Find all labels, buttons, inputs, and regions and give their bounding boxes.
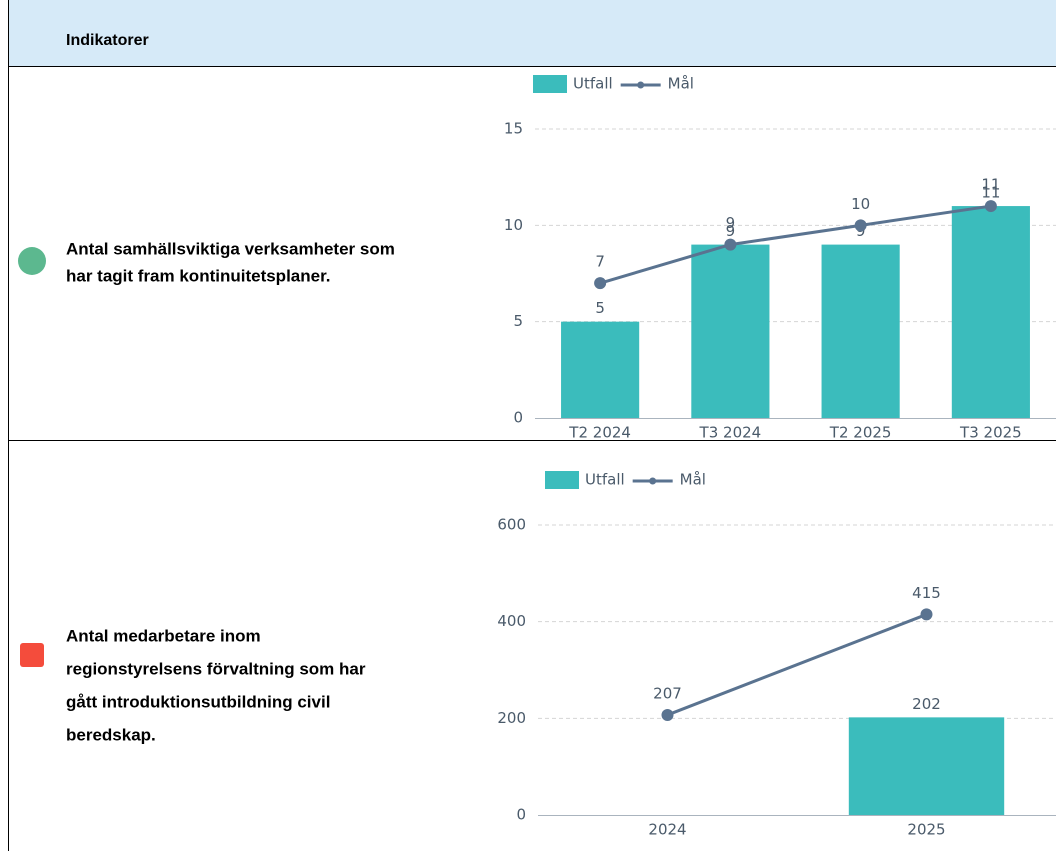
y-tick-label: 400 bbox=[497, 612, 526, 630]
bar-label: 9 bbox=[726, 222, 736, 240]
target-point bbox=[724, 238, 737, 251]
bar-label: 11 bbox=[981, 184, 1000, 202]
target-label: 10 bbox=[851, 195, 870, 213]
legend-label: Mål bbox=[680, 471, 706, 489]
legend-label: Mål bbox=[668, 75, 694, 93]
bar bbox=[951, 206, 1030, 418]
legend-swatch bbox=[533, 75, 567, 93]
indicator-text: regionstyrelsens förvaltning som har bbox=[66, 659, 366, 678]
target-label: 207 bbox=[653, 684, 682, 702]
target-label: 11 bbox=[981, 176, 1000, 194]
y-tick-label: 600 bbox=[497, 516, 526, 534]
target-label: 415 bbox=[912, 584, 941, 602]
x-tick-label: T2 2024 bbox=[568, 424, 631, 442]
target-point bbox=[854, 219, 867, 232]
indicator-text: Antal samhällsviktiga verksamheter som bbox=[66, 239, 395, 258]
indicator-text: Antal medarbetare inom bbox=[66, 626, 261, 645]
status-icon bbox=[20, 643, 44, 667]
legend-dot bbox=[649, 477, 657, 485]
legend-dot bbox=[637, 81, 645, 89]
target-label: 9 bbox=[726, 214, 736, 232]
target-label: 7 bbox=[595, 253, 605, 271]
target-point bbox=[920, 608, 933, 621]
legend-label: Utfall bbox=[573, 75, 613, 93]
indicator-text: har tagit fram kontinuitetsplaner. bbox=[66, 266, 331, 285]
indicator-text: beredskap. bbox=[66, 725, 156, 744]
y-tick-label: 10 bbox=[504, 216, 523, 234]
bar-label: 202 bbox=[912, 695, 941, 713]
y-tick-label: 0 bbox=[516, 806, 526, 824]
target-line bbox=[666, 613, 928, 717]
x-tick-label: T3 2025 bbox=[959, 424, 1022, 442]
y-tick-label: 15 bbox=[504, 120, 523, 138]
bar bbox=[821, 244, 900, 418]
status-icon bbox=[18, 247, 46, 275]
bar-label: 5 bbox=[595, 299, 605, 317]
y-tick-label: 0 bbox=[513, 409, 523, 427]
bar bbox=[561, 321, 640, 418]
target-point bbox=[594, 277, 607, 290]
x-tick-label: 2025 bbox=[907, 821, 945, 839]
x-tick-label: T2 2025 bbox=[829, 424, 892, 442]
header-title: Indikatorer bbox=[66, 32, 149, 49]
target-line bbox=[599, 204, 992, 285]
legend-swatch bbox=[545, 471, 579, 489]
x-tick-label: 2024 bbox=[648, 821, 686, 839]
x-tick-label: T3 2024 bbox=[699, 424, 762, 442]
header-band bbox=[8, 0, 1056, 66]
bar bbox=[691, 244, 770, 418]
bar bbox=[848, 717, 1005, 815]
y-tick-label: 5 bbox=[513, 312, 523, 330]
y-tick-label: 200 bbox=[497, 709, 526, 727]
legend-label: Utfall bbox=[585, 471, 625, 489]
target-point bbox=[661, 708, 674, 721]
target-point bbox=[984, 200, 997, 213]
indicator-text: gått introduktionsutbildning civil bbox=[66, 692, 330, 711]
